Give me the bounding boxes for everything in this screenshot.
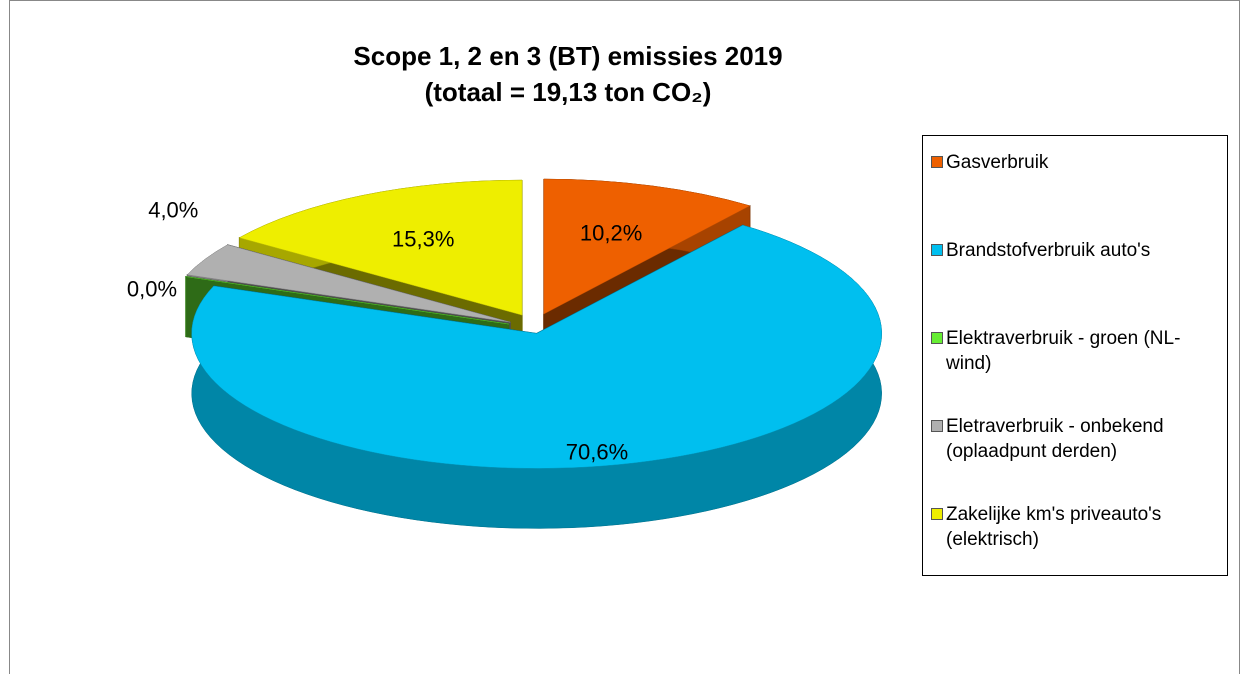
slice-top <box>238 179 523 316</box>
legend: Gasverbruik Brandstofverbruik auto's Elekt… <box>922 135 1228 576</box>
data-label: 4,0% <box>148 198 198 223</box>
legend-label: Gasverbruik <box>946 152 1049 173</box>
slice-top <box>185 276 509 325</box>
legend-label: Eletraverbruik - onbekend (oplaadpunt de… <box>946 416 1164 462</box>
slice-top <box>191 224 882 469</box>
legend-entry: Elektraverbruik - groen (NL-wind) <box>931 326 1221 414</box>
legend-label: Elektraverbruik - groen (NL-wind) <box>946 328 1181 374</box>
slice-top <box>186 244 511 323</box>
chart-subtitle: (totaal = 19,13 ton CO₂) <box>425 77 712 107</box>
legend-entry: Gasverbruik <box>931 150 1221 238</box>
legend-label: Zakelijke km's priveauto's (elektrisch) <box>946 504 1162 550</box>
slice-top <box>543 178 751 315</box>
legend-swatch <box>931 156 943 168</box>
chart-title: Scope 1, 2 en 3 (BT) emissies 2019 <box>353 41 782 71</box>
data-label: 15,3% <box>392 227 454 252</box>
legend-swatch <box>931 244 943 256</box>
legend-entry: Eletraverbruik - onbekend (oplaadpunt de… <box>931 414 1221 502</box>
legend-swatch <box>931 508 943 520</box>
legend-entry: Zakelijke km's priveauto's (elektrisch) <box>931 502 1221 590</box>
legend-entry: Brandstofverbruik auto's <box>931 238 1221 326</box>
slice <box>191 224 882 529</box>
legend-swatch <box>931 332 943 344</box>
data-label: 70,6% <box>566 440 628 465</box>
data-label: 0,0% <box>127 277 177 302</box>
chart-border <box>9 0 1240 674</box>
legend-swatch <box>931 420 943 432</box>
data-label: 10,2% <box>580 220 642 245</box>
legend-label: Brandstofverbruik auto's <box>946 240 1151 261</box>
